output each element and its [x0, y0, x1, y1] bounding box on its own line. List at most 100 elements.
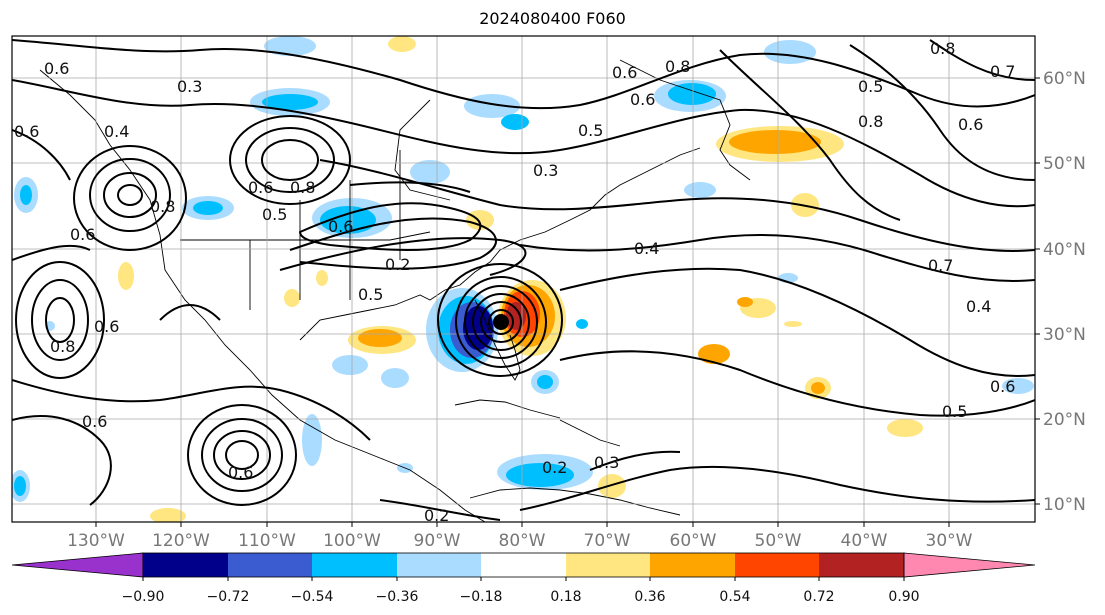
contour-label: 0.8 — [665, 57, 690, 76]
contour-label: 0.5 — [858, 77, 883, 96]
contour-label: 0.2 — [424, 506, 449, 525]
negative-anomaly-region — [262, 94, 318, 110]
colorbar-tick-label: −0.90 — [122, 589, 165, 605]
lon-label: 40°W — [841, 531, 888, 551]
lon-label: 30°W — [926, 531, 973, 551]
contour-label: 0.5 — [578, 121, 603, 140]
negative-anomaly-region — [20, 185, 32, 205]
lon-label: 120°W — [152, 531, 210, 551]
contour-label: 0.5 — [358, 285, 383, 304]
lat-label: 30°N — [1043, 325, 1086, 345]
negative-anomaly-region — [14, 476, 26, 496]
positive-anomaly-region — [729, 130, 821, 154]
positive-anomaly-region — [358, 329, 402, 347]
lon-label: 60°W — [670, 531, 717, 551]
lat-label: 10°N — [1043, 495, 1086, 515]
negative-anomaly-region — [302, 414, 322, 466]
contour-label: 0.6 — [14, 122, 39, 141]
contour-label: 0.8 — [858, 112, 883, 131]
colorbar-tick-label: 0.36 — [634, 589, 665, 605]
negative-anomaly-region — [463, 306, 493, 350]
colorbar-tick-label: −0.18 — [460, 589, 503, 605]
positive-anomaly-region — [284, 289, 300, 307]
colorbar-tick-label: −0.54 — [291, 589, 334, 605]
lon-label: 70°W — [584, 531, 631, 551]
contour-label: 0.5 — [262, 205, 287, 224]
negative-anomaly-region — [332, 355, 368, 375]
contour-layer — [12, 39, 1035, 521]
positive-anomaly-region — [698, 344, 730, 364]
map-title: 2024080400 F060 — [479, 9, 626, 28]
lat-label: 60°N — [1043, 69, 1086, 89]
lon-label: 110°W — [238, 531, 296, 551]
axis-ticks — [95, 77, 1040, 527]
cyclone-center — [493, 314, 509, 330]
lon-label: 100°W — [323, 531, 381, 551]
positive-anomaly-region — [811, 382, 825, 394]
contour-label: 0.8 — [150, 197, 175, 216]
colorbar-tick-label: −0.36 — [376, 589, 419, 605]
contour-label: 0.4 — [634, 239, 659, 258]
colorbar-tick-label: 0.54 — [719, 589, 750, 605]
positive-anomaly-region — [118, 262, 134, 290]
contour-label: 0.2 — [542, 458, 567, 477]
negative-anomaly-region — [576, 319, 588, 329]
positive-anomaly-region — [388, 36, 416, 52]
contour-label: 0.4 — [104, 122, 129, 141]
negative-anomaly-region — [501, 114, 529, 130]
contour-label: 0.6 — [958, 115, 983, 134]
map-panel: 0.6 0.3 0.4 0.8 0.6 0.5 0.8 0.6 0.6 0.8 … — [11, 35, 1086, 551]
contour-label: 0.8 — [290, 178, 315, 197]
lat-label: 50°N — [1043, 154, 1086, 174]
contour-label: 0.6 — [94, 317, 119, 336]
contour-label: 0.6 — [44, 59, 69, 78]
positive-anomaly-region — [150, 508, 186, 522]
contour-label: 0.6 — [612, 63, 637, 82]
colorbar-tick-label: 0.90 — [888, 589, 919, 605]
map-background — [12, 36, 1035, 522]
positive-anomaly-region — [316, 270, 328, 286]
contour-label: 0.6 — [228, 463, 253, 482]
negative-anomaly-region — [264, 36, 316, 56]
negative-anomaly-region — [764, 40, 816, 64]
contour-label: 0.6 — [328, 217, 353, 236]
negative-anomaly-region — [506, 463, 574, 487]
positive-anomaly-region — [784, 321, 802, 327]
lon-label: 130°W — [67, 531, 125, 551]
negative-anomaly-region — [381, 368, 409, 388]
contour-label: 0.5 — [942, 402, 967, 421]
negative-anomaly-region — [193, 201, 223, 215]
contour-label: 0.8 — [50, 337, 75, 356]
contour-label-group: 0.6 0.3 0.4 0.8 0.6 0.5 0.8 0.6 0.6 0.8 … — [14, 39, 1015, 525]
contour-label: 0.6 — [82, 412, 107, 431]
positive-anomaly-region — [737, 297, 753, 307]
contour-label: 0.7 — [990, 62, 1015, 81]
latitude-axis: 60°N 50°N 40°N 30°N 20°N 10°N — [1043, 69, 1086, 515]
contour-label: 0.6 — [248, 178, 273, 197]
graticule — [12, 36, 1035, 522]
negative-anomaly-region — [684, 182, 716, 198]
positive-anomaly-region — [887, 419, 923, 437]
contour-label: 0.3 — [177, 77, 202, 96]
lat-label: 40°N — [1043, 240, 1086, 260]
longitude-axis: 130°W 120°W 110°W 100°W 90°W 80°W 70°W 6… — [67, 531, 973, 551]
contour-label: 0.3 — [594, 453, 619, 472]
map-frame — [11, 35, 1036, 523]
contour-label: 0.4 — [966, 297, 991, 316]
lon-label: 90°W — [414, 531, 461, 551]
contour-label: 0.6 — [630, 90, 655, 109]
lon-label: 50°W — [755, 531, 802, 551]
coastline-layer — [39, 59, 751, 522]
negative-anomaly-region — [668, 83, 716, 105]
contour-label: 0.7 — [928, 256, 953, 275]
colorbar-tick-label: 0.72 — [803, 589, 834, 605]
colorbar-tick-label: 0.18 — [550, 589, 581, 605]
contour-label: 0.6 — [70, 225, 95, 244]
lon-label: 80°W — [499, 531, 546, 551]
colorbar-tick-label: −0.72 — [207, 589, 250, 605]
contour-label: 0.2 — [385, 255, 410, 274]
negative-anomaly-region — [320, 206, 376, 234]
contour-label: 0.6 — [990, 377, 1015, 396]
negative-anomaly-region — [410, 160, 450, 184]
negative-anomaly-region — [537, 375, 553, 389]
